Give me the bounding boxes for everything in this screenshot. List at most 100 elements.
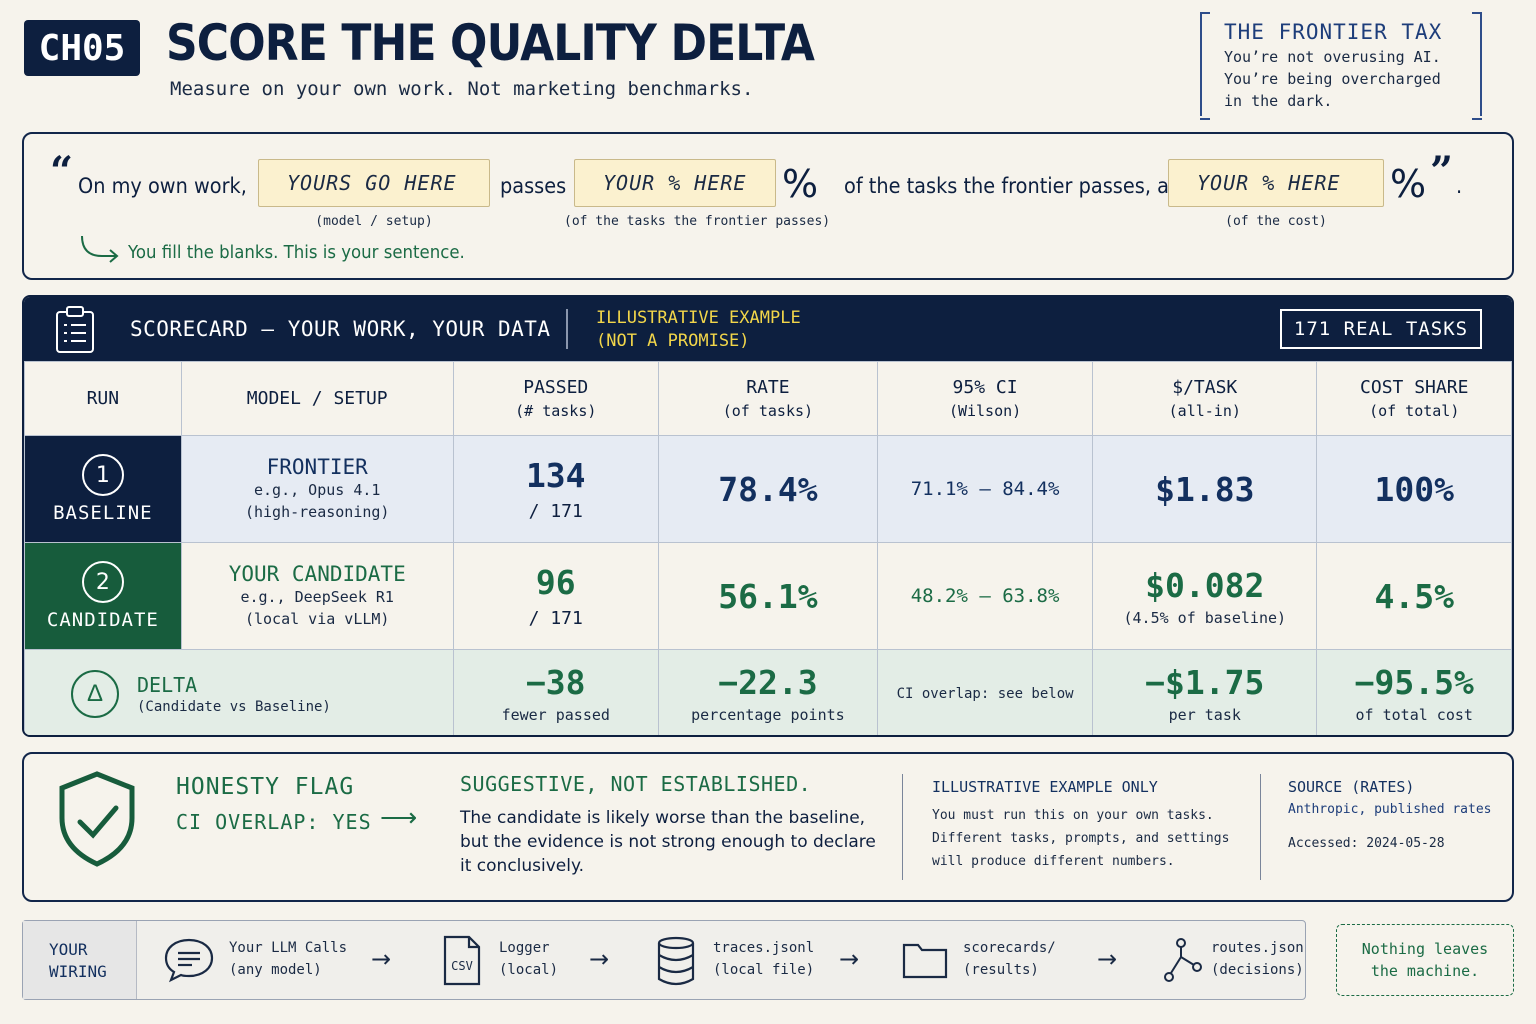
column-header-cost-per-task: $/TASK (all-in) bbox=[1092, 361, 1318, 436]
illustrative-line: (NOT A PROMISE) bbox=[596, 331, 750, 351]
page-title: SCORE THE QUALITY DELTA bbox=[166, 14, 815, 72]
cost-blank-field[interactable]: YOUR % HERE bbox=[1168, 159, 1384, 207]
arrow-right-icon: ⟶ bbox=[380, 802, 418, 832]
candidate-passed-cell: 96 / 171 bbox=[452, 542, 659, 650]
candidate-model-cell: YOUR CANDIDATE e.g., DeepSeek R1 (local … bbox=[180, 542, 454, 650]
column-header-model: MODEL / SETUP bbox=[180, 361, 454, 436]
arrow-right-icon: → bbox=[589, 945, 610, 973]
delta-passed-cell: −38 fewer passed bbox=[452, 649, 659, 735]
candidate-cost-cell: $0.082 (4.5% of baseline) bbox=[1092, 542, 1318, 650]
run-label: BASELINE bbox=[53, 502, 153, 524]
wiring-step-llm-calls: Your LLM Calls (any model) bbox=[229, 940, 348, 978]
wiring-step-scorecards: scorecards/(results) bbox=[963, 940, 1056, 978]
wiring-step-routes: routes.json (decisions) bbox=[1211, 940, 1304, 978]
source-date: Accessed: 2024-05-28 bbox=[1288, 836, 1445, 851]
candidate-ci-cell: 48.2% – 63.8% bbox=[877, 542, 1094, 650]
delta-ci-cell: CI overlap: see below bbox=[877, 649, 1094, 735]
frontier-tax-body: You’re not overusing AI. You’re being ov… bbox=[1224, 46, 1480, 112]
run-number-badge: 1 bbox=[81, 454, 124, 496]
ci-overlap-status: CI OVERLAP: YES bbox=[176, 810, 372, 834]
illustrative-only-line: will produce different numbers. bbox=[932, 854, 1175, 869]
open-quote: “ bbox=[50, 148, 74, 195]
chapter-badge: CH05 bbox=[24, 20, 140, 76]
header-divider bbox=[566, 309, 568, 349]
csv-file-icon bbox=[443, 935, 481, 986]
delta-label-cell: Δ DELTA (Candidate vs Baseline) bbox=[24, 649, 454, 735]
model-blank-caption: (model / setup) bbox=[315, 214, 433, 229]
verdict-body: The candidate is likely worse than the b… bbox=[460, 808, 876, 876]
sentence-part-2: passes bbox=[500, 174, 567, 198]
illustrative-only-title: ILLUSTRATIVE EXAMPLE ONLY bbox=[932, 778, 1158, 796]
run-label: CANDIDATE bbox=[46, 609, 159, 631]
candidate-row: 2 CANDIDATE YOUR CANDIDATE e.g., DeepSee… bbox=[24, 542, 1512, 650]
baseline-ci-cell: 71.1% – 84.4% bbox=[877, 435, 1094, 543]
divider bbox=[902, 774, 903, 880]
frontier-tax-line: You’re not overusing AI. bbox=[1224, 48, 1441, 66]
fill-in-sentence-box: “ On my own work, YOURS GO HERE (model /… bbox=[22, 132, 1514, 280]
database-icon bbox=[657, 936, 695, 986]
scorecard: SCORECARD — YOUR WORK, YOUR DATA ILLUSTR… bbox=[22, 295, 1514, 737]
delta-row: Δ DELTA (Candidate vs Baseline) −38 fewe… bbox=[24, 649, 1512, 735]
column-header-run: RUN bbox=[24, 361, 182, 436]
local-only-note: Nothing leaves the machine. bbox=[1336, 924, 1514, 996]
illustrative-only-line: Different tasks, prompts, and settings bbox=[932, 831, 1230, 846]
column-header-passed: PASSED (# tasks) bbox=[452, 361, 659, 436]
csv-file-label: CSV bbox=[451, 959, 473, 973]
wiring-strip: YOUR WIRING Your LLM Calls (any model) → … bbox=[22, 920, 1306, 1000]
column-header-ci: 95% CI (Wilson) bbox=[877, 361, 1094, 436]
scorecard-title: SCORECARD — YOUR WORK, YOUR DATA bbox=[130, 317, 551, 341]
frontier-tax-line: You’re being overcharged bbox=[1224, 70, 1441, 88]
illustrative-line: ILLUSTRATIVE EXAMPLE bbox=[596, 308, 801, 328]
close-quote: ” bbox=[1430, 148, 1454, 195]
fill-blanks-note: You fill the blanks. This is your senten… bbox=[128, 242, 465, 263]
candidate-share-cell: 4.5% bbox=[1316, 542, 1512, 650]
run-number-badge: 2 bbox=[81, 561, 124, 603]
honesty-flag-panel: HONESTY FLAG CI OVERLAP: YES ⟶ SUGGESTIV… bbox=[22, 752, 1514, 902]
source-title: SOURCE (RATES) bbox=[1288, 778, 1415, 796]
pass-rate-blank-field[interactable]: YOUR % HERE bbox=[574, 159, 776, 207]
source-body: Anthropic, published rates bbox=[1288, 802, 1492, 817]
scorecard-header bbox=[24, 297, 1512, 361]
baseline-rate-cell: 78.4% bbox=[657, 435, 879, 543]
model-blank-field[interactable]: YOURS GO HERE bbox=[258, 159, 490, 207]
scorecard-table: RUN MODEL / SETUP PASSED (# tasks) RATE (o… bbox=[24, 361, 1512, 735]
sentence-part-1: On my own work, bbox=[78, 174, 247, 198]
delta-label-sub: (Candidate vs Baseline) bbox=[137, 698, 331, 715]
sentence-part-3: of the tasks the frontier passes, at bbox=[844, 174, 1177, 198]
frontier-tax-line: in the dark. bbox=[1224, 92, 1333, 110]
delta-cost-cell: −$1.75 per task bbox=[1092, 649, 1318, 735]
branch-icon bbox=[1164, 938, 1202, 982]
tasks-count-badge: 171 REAL TASKS bbox=[1280, 309, 1482, 349]
illustrative-only-line: You must run this on your own tasks. bbox=[932, 808, 1214, 823]
baseline-cost-cell: $1.83 bbox=[1092, 435, 1318, 543]
clipboard-icon bbox=[56, 306, 94, 353]
shield-check-icon bbox=[59, 771, 135, 867]
folder-icon bbox=[902, 943, 948, 979]
cost-blank-caption: (of the cost) bbox=[1225, 214, 1327, 229]
candidate-rate-cell: 56.1% bbox=[657, 542, 879, 650]
column-header-cost-share: COST SHARE (of total) bbox=[1316, 361, 1512, 436]
delta-icon: Δ bbox=[71, 669, 119, 718]
illustrative-label: ILLUSTRATIVE EXAMPLE (NOT A PROMISE) bbox=[596, 307, 801, 353]
baseline-model-cell: FRONTIER e.g., Opus 4.1 (high-reasoning) bbox=[180, 435, 454, 543]
delta-rate-cell: −22.3 percentage points bbox=[657, 649, 879, 735]
chat-bubble-icon bbox=[164, 938, 214, 983]
sentence-end: . bbox=[1456, 174, 1463, 198]
verdict-title: SUGGESTIVE, NOT ESTABLISHED. bbox=[460, 772, 812, 796]
table-header-row: RUN MODEL / SETUP PASSED (# tasks) RATE (o… bbox=[24, 361, 1512, 436]
percent-sign: % bbox=[1390, 162, 1427, 206]
pass-rate-blank-caption: (of the tasks the frontier passes) bbox=[564, 214, 831, 229]
baseline-row: 1 BASELINE FRONTIER e.g., Opus 4.1 (high… bbox=[24, 435, 1512, 543]
wiring-label: YOUR WIRING bbox=[23, 921, 137, 999]
baseline-passed-cell: 134 / 171 bbox=[452, 435, 659, 543]
wiring-step-logger: Logger (local) bbox=[499, 940, 559, 978]
frontier-tax-callout: THE FRONTIER TAX You’re not overusing AI… bbox=[1200, 12, 1482, 120]
wiring-step-traces: traces.jsonl (local file) bbox=[713, 940, 815, 978]
illustrative-only-body: You must run this on your own tasks. Dif… bbox=[932, 804, 1229, 873]
page-subtitle: Measure on your own work. Not marketing … bbox=[170, 78, 754, 100]
baseline-run-cell: 1 BASELINE bbox=[24, 435, 182, 543]
baseline-share-cell: 100% bbox=[1316, 435, 1512, 543]
honesty-flag-title: HONESTY FLAG bbox=[176, 774, 355, 800]
delta-share-cell: −95.5% of total cost bbox=[1316, 649, 1512, 735]
column-header-rate: RATE (of tasks) bbox=[657, 361, 879, 436]
